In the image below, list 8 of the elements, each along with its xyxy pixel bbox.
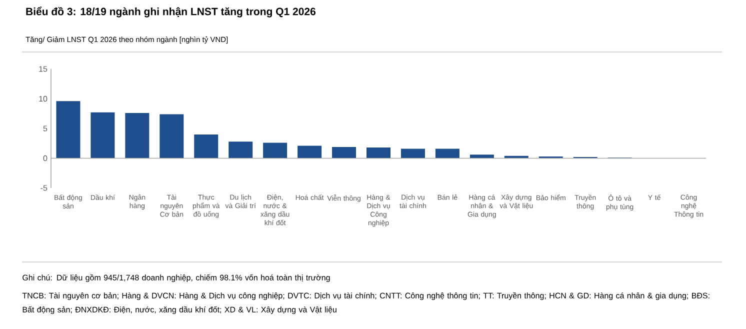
y-tick-label: -5 — [40, 185, 48, 191]
y-tick-label: 10 — [39, 96, 48, 102]
text: TNCB: Tài nguyên cơ bản; Hàng & DVCN: Hàng & Dịch vụ công nghiệp; DVTC: Dịch vụ tài chính; CNTT: Công nghệ thông tin; TT: Truyền thông; HCN & GD: Hàng cá nhân & gia dụng; BĐS: Bất động sản; ĐNXDKĐ: Điện, nước, xăng dầu khí đốt; XD & VL: Xây dựng và Vật liệu — [22, 292, 710, 314]
text: Ghi chú: Dữ liệu gồm 945/1,748 doanh nghiệp, chiếm 98.1% vốn hoá toàn thị trường — [22, 274, 330, 282]
y-tick-label: 0 — [43, 155, 48, 162]
y-tick-label: 5 — [43, 126, 48, 132]
y-tick-label: 15 — [39, 66, 48, 72]
chart-title: Biểu đồ 3: 18/19 ngành ghi nhận LNST tăng trong Q1 2026 — [26, 6, 316, 18]
